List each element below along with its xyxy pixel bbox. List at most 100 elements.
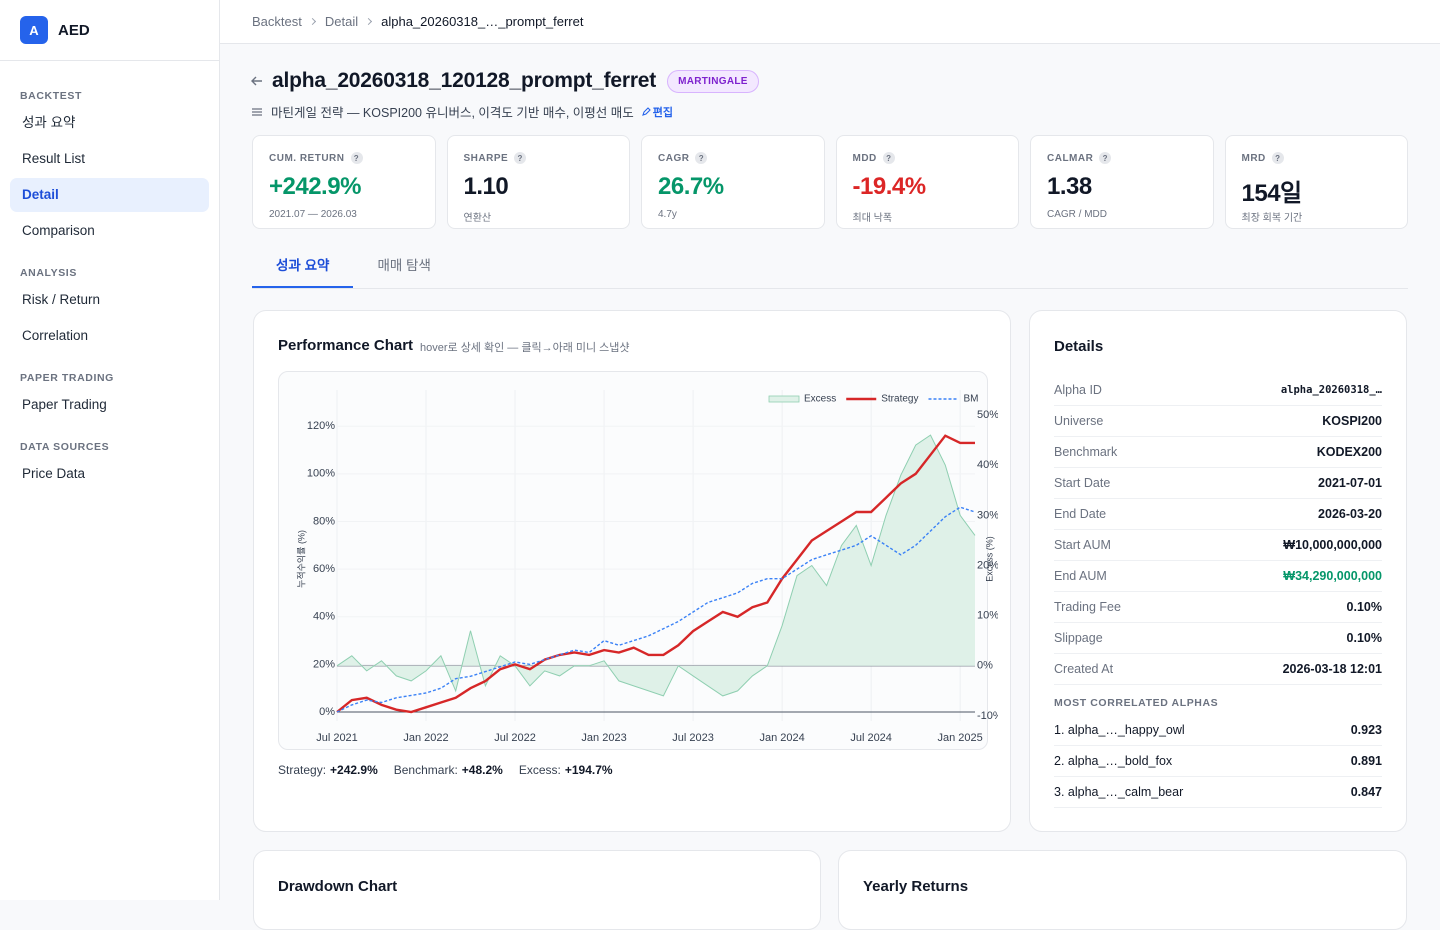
brand[interactable]: A AED <box>0 0 219 61</box>
metric-sub: CAGR / MDD <box>1047 209 1107 220</box>
performance-card: Performance Chart hover로 상세 확인 — 클릭→아래 미… <box>253 310 1011 832</box>
crumb[interactable]: Detail <box>324 14 359 29</box>
crumb[interactable]: Backtest <box>252 14 302 29</box>
detail-value: 2021-07-01 <box>1318 476 1382 490</box>
metric-value: 1.38 <box>1047 173 1092 200</box>
drawdown-card: Drawdown Chart <box>253 850 821 930</box>
metric-card: MRD? 154일 최장 회복 기간 <box>1224 135 1408 229</box>
help-icon[interactable]: ? <box>514 152 527 164</box>
x-tick-label: Jan 2022 <box>403 732 448 744</box>
help-icon[interactable]: ? <box>1099 152 1112 164</box>
description: 마틴게일 전략 — KOSPI200 유니버스, 이격도 기반 매수, 이평선 … <box>271 106 634 120</box>
list-icon <box>252 107 262 116</box>
metric-value: 154일 <box>1241 180 1303 207</box>
tab[interactable]: 매매 탐색 <box>377 258 431 273</box>
metrics: CUM. RETURN? +242.9% 2021.07 — 2026.03 SHAR… <box>252 135 1408 229</box>
correlated-row: 2. alpha_…_bold_fox 0.891 <box>1054 746 1382 777</box>
correlated-alpha: 1. alpha_…_happy_owl <box>1054 723 1185 737</box>
detail-value: KODEX200 <box>1316 445 1382 459</box>
x-tick-label: Jul 2021 <box>316 732 358 744</box>
help-icon[interactable]: ? <box>695 152 708 164</box>
detail-label: Benchmark <box>1054 445 1118 459</box>
edit-label: 편집 <box>652 106 674 119</box>
metric-sub: 최대 낙폭 <box>852 213 893 224</box>
metric-sub: 4.7y <box>658 209 677 220</box>
crumb-separator <box>308 17 316 25</box>
nav-item[interactable]: Result List <box>22 151 86 166</box>
tab[interactable]: 성과 요약 <box>252 250 354 288</box>
edit-link[interactable]: 편집 <box>641 104 674 120</box>
area-fill <box>337 435 975 696</box>
summary-value: +194.7% <box>564 763 613 777</box>
title-row: alpha_20260318_120128_prompt_ferret MART… <box>250 66 759 96</box>
back-arrow[interactable] <box>250 74 264 88</box>
tabs: 성과 요약 매매 탐색 <box>252 250 1408 289</box>
metric-value: -19.4% <box>852 173 927 200</box>
help-icon[interactable]: ? <box>1271 152 1284 164</box>
detail-row: End Date 2026-03-20 <box>1054 499 1382 530</box>
metric-label-row: CALMAR? <box>1047 152 1197 164</box>
detail-value: ₩10,000,000,000 <box>1283 538 1382 552</box>
nav-section-title: DATA SOURCES <box>20 441 110 453</box>
card-hint: hover로 상세 확인 — 클릭→아래 미니 스냅샷 <box>420 342 630 354</box>
detail-value: 2026-03-18 12:01 <box>1282 662 1382 676</box>
detail-label: Universe <box>1054 414 1104 428</box>
metric-label: CUM. RETURN <box>269 152 345 164</box>
y2-tick-label: -10% <box>977 710 998 722</box>
nav-item[interactable]: Price Data <box>22 466 86 481</box>
nav-item[interactable]: 성과 요약 <box>22 115 76 130</box>
x-tick-label: Jul 2024 <box>850 732 892 744</box>
chart: Jul 2021 Jan 2022 Jul 2022 Jan 2023 Jul 2023… <box>295 390 998 744</box>
nav-item[interactable]: Detail <box>10 178 209 212</box>
metric-card: CAGR? 26.7% 4.7y <box>641 135 825 229</box>
help-icon[interactable]: ? <box>882 152 895 164</box>
detail-value: 0.10% <box>1346 600 1382 614</box>
metric-value: 1.10 <box>463 173 509 200</box>
series-line <box>336 434 975 714</box>
detail-row: Slippage 0.10% <box>1054 623 1382 654</box>
metric-card: SHARPE? 1.10 연환산 <box>446 135 630 229</box>
y2-tick-label: 0% <box>977 660 993 672</box>
nav-item[interactable]: Paper Trading <box>22 397 107 412</box>
x-tick-label: Jan 2025 <box>938 732 983 744</box>
help-icon[interactable]: ? <box>350 152 363 164</box>
summary-value: +242.9% <box>330 763 378 777</box>
detail-value: 0.10% <box>1346 631 1382 645</box>
correlated-title: MOST CORRELATED ALPHAS <box>1054 697 1219 709</box>
summary-label: Excess: <box>518 763 561 777</box>
y-tick-label: 0% <box>319 706 335 718</box>
detail-row: End AUM ₩34,290,000,000 <box>1054 561 1382 592</box>
detail-label: Alpha ID <box>1054 383 1102 397</box>
x-tick-label: Jan 2023 <box>581 732 626 744</box>
y2-tick-label: 10% <box>977 610 998 622</box>
series-line <box>336 506 976 713</box>
metric-label-row: CAGR? <box>658 152 808 164</box>
nav-item[interactable]: Comparison <box>22 223 95 238</box>
card-title: Performance Chart <box>278 337 414 354</box>
metric-card: CALMAR? 1.38 CAGR / MDD <box>1030 135 1214 229</box>
metric-label-row: SHARPE? <box>464 152 614 164</box>
detail-value: alpha_20260318_… <box>1280 384 1382 396</box>
metric-label: CAGR <box>658 152 690 164</box>
page-title: alpha_20260318_120128_prompt_ferret <box>272 69 657 92</box>
detail-label: Created At <box>1054 662 1114 676</box>
correlation-value: 0.847 <box>1350 785 1382 799</box>
strategy-badge: MARTINGALE <box>667 69 759 93</box>
x-tick-label: Jan 2024 <box>759 732 804 744</box>
nav-section-title: ANALYSIS <box>20 267 77 279</box>
summary-value: +48.2% <box>461 763 503 777</box>
detail-row: Start Date 2021-07-01 <box>1054 468 1382 499</box>
y2-axis-title: Excess (%) <box>984 536 994 582</box>
detail-row: Benchmark KODEX200 <box>1054 437 1382 468</box>
legend-swatch <box>768 395 800 403</box>
metric-card: CUM. RETURN? +242.9% 2021.07 — 2026.03 <box>252 135 436 229</box>
breadcrumb: Backtest Detail alpha_20260318_…_prompt_fe… <box>220 0 1440 44</box>
detail-label: Slippage <box>1054 631 1103 645</box>
detail-label: End AUM <box>1054 569 1107 583</box>
nav-item[interactable]: Correlation <box>22 328 89 343</box>
brand-icon: A <box>20 16 48 44</box>
nav-item[interactable]: Risk / Return <box>22 292 101 307</box>
metric-label-row: MRD? <box>1242 152 1392 164</box>
details-rows: Alpha ID alpha_20260318_… Universe KOSPI200… <box>1054 375 1382 808</box>
